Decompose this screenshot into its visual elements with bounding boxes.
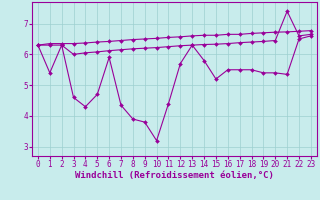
X-axis label: Windchill (Refroidissement éolien,°C): Windchill (Refroidissement éolien,°C) <box>75 171 274 180</box>
